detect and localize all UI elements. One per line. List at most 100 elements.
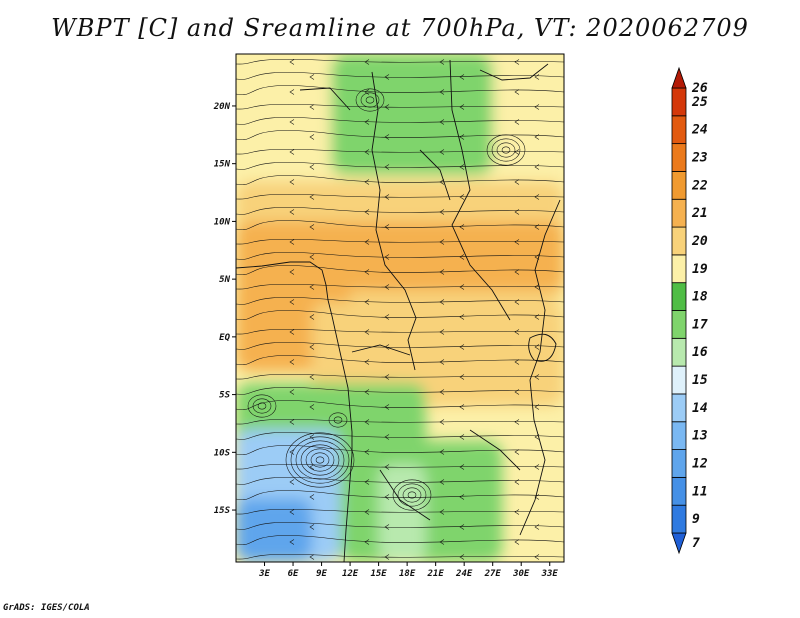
streamline-arrow: [459, 134, 465, 140]
streamline-arrow: [364, 419, 370, 425]
streamline-arrow: [289, 89, 295, 95]
colorbar-label: 26: [691, 81, 708, 96]
streamline-arrow: [364, 329, 370, 335]
streamline-arrow: [534, 494, 540, 500]
streamline-vortex: [392, 479, 432, 511]
lat-tick-label: 5N: [219, 275, 230, 285]
streamline-arrow: [309, 374, 315, 380]
axes: 20N 15N 10N 5N EQ 5S 10S 15S 3E 6E 9E 12E 15E 18E 21E 2…: [213, 102, 559, 579]
streamline-arrow: [289, 539, 295, 545]
streamline-arrow: [439, 449, 445, 455]
streamline-arrow: [534, 524, 540, 530]
streamline-arrow: [534, 164, 540, 170]
streamline-arrow: [514, 239, 520, 245]
streamline-arrow: [309, 164, 315, 170]
lon-tick-label: 27E: [484, 569, 502, 579]
streamline-arrow: [459, 404, 465, 410]
streamline-arrow: [534, 74, 540, 80]
streamline-arrow: [289, 269, 295, 275]
streamline-arrow: [534, 464, 540, 470]
colorbar-label: 17: [692, 317, 708, 332]
streamline-arrow: [384, 344, 390, 350]
streamline-arrow: [534, 404, 540, 410]
streamline-vortex: [285, 432, 355, 488]
streamline: [236, 535, 564, 545]
streamline-vortex: [295, 440, 345, 480]
streamline-vortex: [252, 398, 272, 414]
streamline-arrow: [514, 419, 520, 425]
streamline-arrow: [364, 149, 370, 155]
streamline-arrow: [384, 314, 390, 320]
colorbar-segment: [671, 421, 687, 450]
lon-tick-label: 33E: [541, 569, 559, 579]
streamline-arrow: [514, 539, 520, 545]
streamline-arrow: [384, 284, 390, 290]
streamline-arrow: [514, 329, 520, 335]
streamline: [236, 72, 564, 80]
streamline-arrow: [514, 359, 520, 365]
streamline-vortex: [365, 96, 375, 104]
lon-tick-label: 21E: [427, 569, 445, 579]
streamline: [236, 162, 564, 170]
streamline: [236, 387, 564, 395]
streamline-arrow: [459, 374, 465, 380]
streamline-arrow: [384, 254, 390, 260]
colorbar-segment: [671, 365, 687, 395]
streamline-arrow: [514, 119, 520, 125]
streamline: [236, 432, 564, 440]
streamline-arrow: [289, 179, 295, 185]
colorbar-segment: [671, 337, 687, 367]
streamline-arrow: [364, 479, 370, 485]
streamline: [236, 220, 564, 230]
streamline-arrow: [289, 119, 295, 125]
field-region-17: [331, 54, 493, 176]
colorbar-segment: [671, 532, 687, 555]
colorbar-label: 7: [692, 536, 700, 551]
colorbar-segment: [671, 226, 687, 256]
colorbar-segment: [671, 171, 687, 200]
streamline-arrow: [459, 74, 465, 80]
lat-tick-label: 10S: [214, 448, 231, 458]
streamline-arrow: [384, 404, 390, 410]
streamline-arrow: [439, 119, 445, 125]
streamline-arrow: [309, 314, 315, 320]
streamlines: [236, 58, 564, 560]
streamline: [236, 252, 564, 260]
colorbar-label: 15: [692, 373, 708, 388]
streamline: [236, 117, 564, 125]
streamline-arrow: [289, 359, 295, 365]
streamline-arrow: [534, 254, 540, 260]
streamline-arrow: [309, 224, 315, 230]
streamline-arrow: [309, 254, 315, 260]
lon-tick-label: 9E: [316, 569, 327, 579]
streamline-arrow: [534, 224, 540, 230]
streamline-arrow: [289, 209, 295, 215]
streamline-arrow: [459, 434, 465, 440]
streamline-arrow: [439, 509, 445, 515]
streamline-arrow: [309, 464, 315, 470]
credit-label: GrADS: IGES/COLA: [3, 603, 90, 613]
streamline-arrow: [384, 374, 390, 380]
streamline-arrow: [439, 479, 445, 485]
streamline-arrow: [514, 89, 520, 95]
streamline-arrow: [439, 299, 445, 305]
streamline: [236, 297, 564, 305]
streamline-arrow: [309, 554, 315, 560]
colorbar-label: 21: [691, 206, 708, 221]
streamline-arrow: [364, 89, 370, 95]
streamline-arrow: [364, 59, 370, 65]
lat-tick-label: EQ: [219, 333, 230, 343]
streamline-vortex: [333, 416, 343, 424]
streamline-arrow: [534, 104, 540, 110]
streamline-arrow: [439, 359, 445, 365]
streamline-arrow: [309, 74, 315, 80]
streamline-arrow: [309, 434, 315, 440]
streamline-vortex: [328, 412, 348, 428]
streamline-arrow: [364, 119, 370, 125]
streamline-arrow: [289, 149, 295, 155]
colorbar-label: 18: [692, 290, 708, 305]
colorbar-segment: [671, 393, 687, 423]
streamline-vortex: [305, 448, 335, 472]
streamline-arrow: [459, 164, 465, 170]
streamline: [236, 310, 564, 320]
